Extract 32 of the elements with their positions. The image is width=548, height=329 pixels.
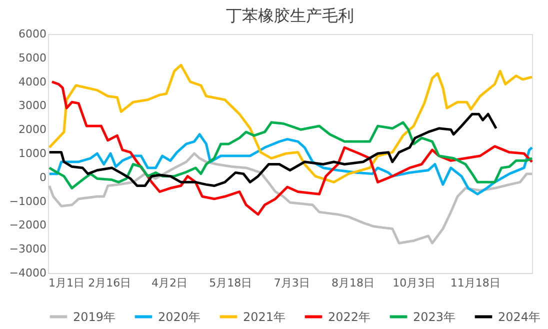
chart-title: 丁苯橡胶生产毛利 [226, 6, 354, 25]
line-series [50, 80, 534, 216]
legend-label: 2019年 [73, 310, 116, 324]
y-tick-label: 3000 [18, 99, 46, 112]
legend-label: 2020年 [158, 310, 201, 324]
y-tick-label: 6000 [18, 28, 46, 40]
x-tick-label: 11月18日 [450, 276, 500, 290]
y-tick-label: −4000 [9, 266, 46, 280]
y-tick-label: 1000 [18, 147, 46, 160]
line-series [48, 112, 498, 188]
x-tick-label: 5月18日 [209, 276, 252, 290]
x-tick-label: 2月16日 [88, 276, 132, 290]
x-tick-label: 1月1日 [48, 276, 84, 290]
line-series [48, 152, 534, 244]
line-series [48, 121, 534, 190]
y-tick-label: 4000 [18, 75, 46, 88]
legend-label: 2021年 [243, 310, 286, 324]
y-tick-label: −2000 [9, 218, 46, 232]
line-series [48, 133, 534, 196]
line-series [48, 64, 534, 184]
x-tick-label: 10月3日 [392, 276, 436, 290]
y-tick-label: −1000 [9, 194, 46, 208]
y-tick-label: −3000 [9, 242, 46, 256]
x-tick-label: 4月2日 [152, 276, 188, 290]
legend-label: 2023年 [413, 310, 456, 324]
y-tick-label: 0 [40, 170, 46, 184]
x-tick-label: 8月18日 [331, 276, 374, 290]
legend-label: 2024年 [498, 310, 541, 324]
y-tick-label: 2000 [18, 123, 46, 136]
legend-label: 2022年 [328, 310, 371, 324]
x-tick-label: 7月3日 [274, 276, 310, 290]
y-tick-label: 5000 [18, 51, 46, 64]
